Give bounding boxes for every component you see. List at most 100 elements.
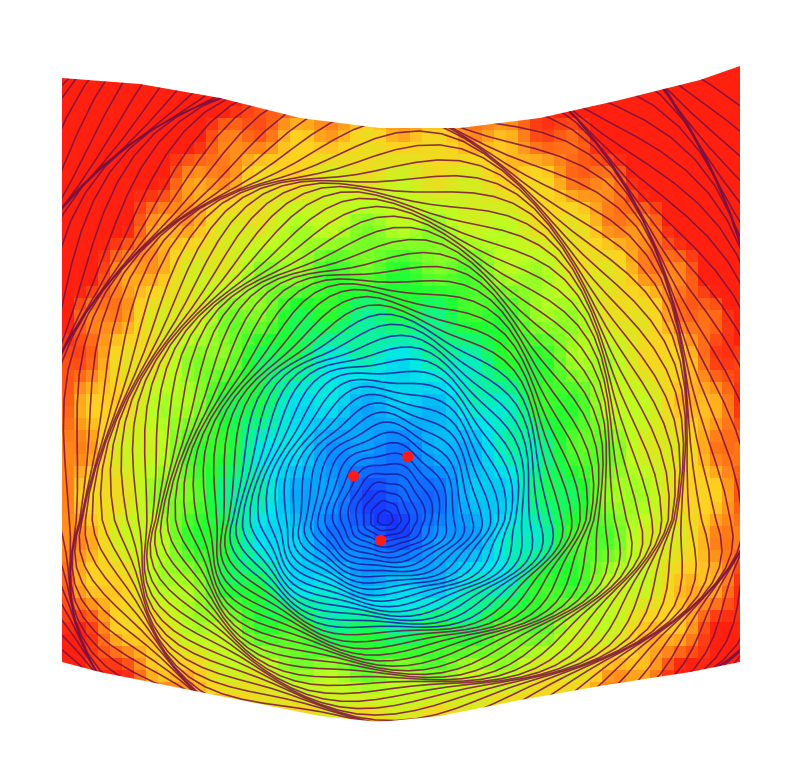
surface-cell-441 (566, 142, 579, 155)
surface-cell-1790 (338, 430, 351, 443)
surface-cell-3128 (662, 706, 675, 719)
surface-cell-2263 (542, 526, 555, 539)
surface-cell-2961 (710, 670, 723, 683)
surface-cell-1539 (62, 382, 75, 395)
surface-cell-325 (542, 118, 555, 131)
surface-cell-923 (194, 250, 207, 263)
surface-cell-1517 (482, 370, 495, 383)
surface-cell-1410 (566, 346, 579, 359)
surface-cell-743 (86, 214, 99, 227)
surface-cell-1377 (170, 346, 183, 359)
surface-cell-299 (230, 118, 243, 131)
surface-cell-2215 (650, 514, 663, 527)
surface-cell-80 (338, 70, 351, 83)
surface-cell-463 (146, 154, 159, 167)
surface-cell-2454 (98, 574, 111, 587)
surface-cell-1315 (110, 334, 123, 347)
surface-cell-48 (638, 66, 651, 71)
surface-cell-1214 (266, 310, 279, 323)
surface-cell-222 (674, 94, 687, 107)
surface-cell-181 (182, 94, 195, 107)
surface-cell-1606 (182, 394, 195, 407)
surface-cell-132 (278, 82, 291, 95)
surface-cell-1008 (530, 262, 543, 275)
surface-cell-858 (98, 238, 111, 251)
surface-cell-3111 (458, 706, 471, 719)
surface-cell-1746 (494, 418, 507, 431)
surface-cell-1736 (374, 418, 387, 431)
surface-cell-1450 (362, 358, 375, 371)
surface-cell-1685 (446, 406, 459, 419)
surface-cell-1687 (470, 406, 483, 419)
surface-cell-1872 (638, 442, 651, 455)
surface-cell-1771 (110, 430, 123, 443)
surface-cell-2007 (206, 478, 219, 491)
surface-cell-1598 (86, 394, 99, 407)
surface-cell-2247 (350, 526, 363, 539)
surface-cell-355 (218, 130, 231, 143)
surface-cell-3164 (410, 718, 423, 722)
surface-cell-1773 (134, 430, 147, 443)
surface-cell-934 (326, 250, 339, 263)
surface-cell-833 (482, 226, 495, 239)
surface-cell-730 (614, 202, 627, 215)
surface-cell-2374 (506, 550, 519, 563)
surface-cell-3081 (98, 706, 111, 719)
surface-cell-1822 (722, 430, 735, 443)
surface-cell-2227 (110, 526, 123, 539)
surface-cell-46 (614, 66, 627, 71)
surface-cell-1930 (650, 454, 663, 467)
surface-cell-689 (122, 202, 135, 215)
surface-cell-1170 (422, 298, 435, 311)
surface-cell-232 (110, 106, 123, 119)
surface-cell-1139 (734, 286, 740, 299)
surface-cell-555 (566, 166, 579, 179)
surface-cell-397 (722, 130, 735, 143)
surface-cell-2844 (674, 646, 687, 659)
surface-cell-785 (590, 214, 603, 227)
surface-cell-1382 (230, 346, 243, 359)
surface-cell-190 (290, 94, 303, 107)
surface-cell-276 (638, 106, 651, 119)
surface-cell-539 (374, 166, 387, 179)
surface-cell-3070 (650, 694, 663, 707)
surface-cell-702 (278, 202, 291, 215)
surface-cell-45 (602, 66, 615, 71)
surface-cell-605 (482, 178, 495, 191)
surface-cell-3124 (614, 706, 627, 719)
surface-cell-1334 (338, 334, 351, 347)
surface-cell-458 (86, 154, 99, 167)
surface-cell-1766 (734, 418, 740, 431)
surface-cell-1424 (734, 346, 740, 359)
surface-cell-1180 (542, 298, 555, 311)
surface-cell-2564 (734, 586, 740, 599)
surface-cell-1052 (374, 274, 387, 287)
surface-cell-191 (302, 94, 315, 107)
surface-cell-151 (506, 82, 519, 95)
surface-cell-3075 (710, 694, 723, 707)
surface-cell-561 (638, 166, 651, 179)
surface-cell-251 (338, 106, 351, 119)
surface-cell-2511 (98, 586, 111, 599)
surface-cell-2682 (98, 622, 111, 635)
surface-cell-1649 (698, 394, 711, 407)
surface-cell-1782 (242, 430, 255, 443)
surface-cell-436 (506, 142, 519, 155)
surface-cell-220 (650, 94, 663, 107)
surface-cell-1821 (710, 430, 723, 443)
surface-cell-2223 (62, 526, 75, 539)
surface-cell-1025 (734, 262, 740, 275)
surface-cell-1216 (290, 310, 303, 323)
surface-cell-2968 (110, 682, 123, 695)
surface-cell-119 (122, 82, 135, 95)
surface-cell-2377 (542, 550, 555, 563)
surface-cell-72 (242, 70, 255, 83)
surface-cell-1108 (362, 286, 375, 299)
surface-cell-35 (482, 66, 495, 71)
surface-cell-2683 (110, 622, 123, 635)
surface-cell-2086 (470, 490, 483, 503)
surface-cell-1564 (362, 382, 375, 395)
surface-cell-3061 (542, 694, 555, 707)
surface-cell-599 (410, 178, 423, 191)
surface-cell-1037 (194, 274, 207, 287)
